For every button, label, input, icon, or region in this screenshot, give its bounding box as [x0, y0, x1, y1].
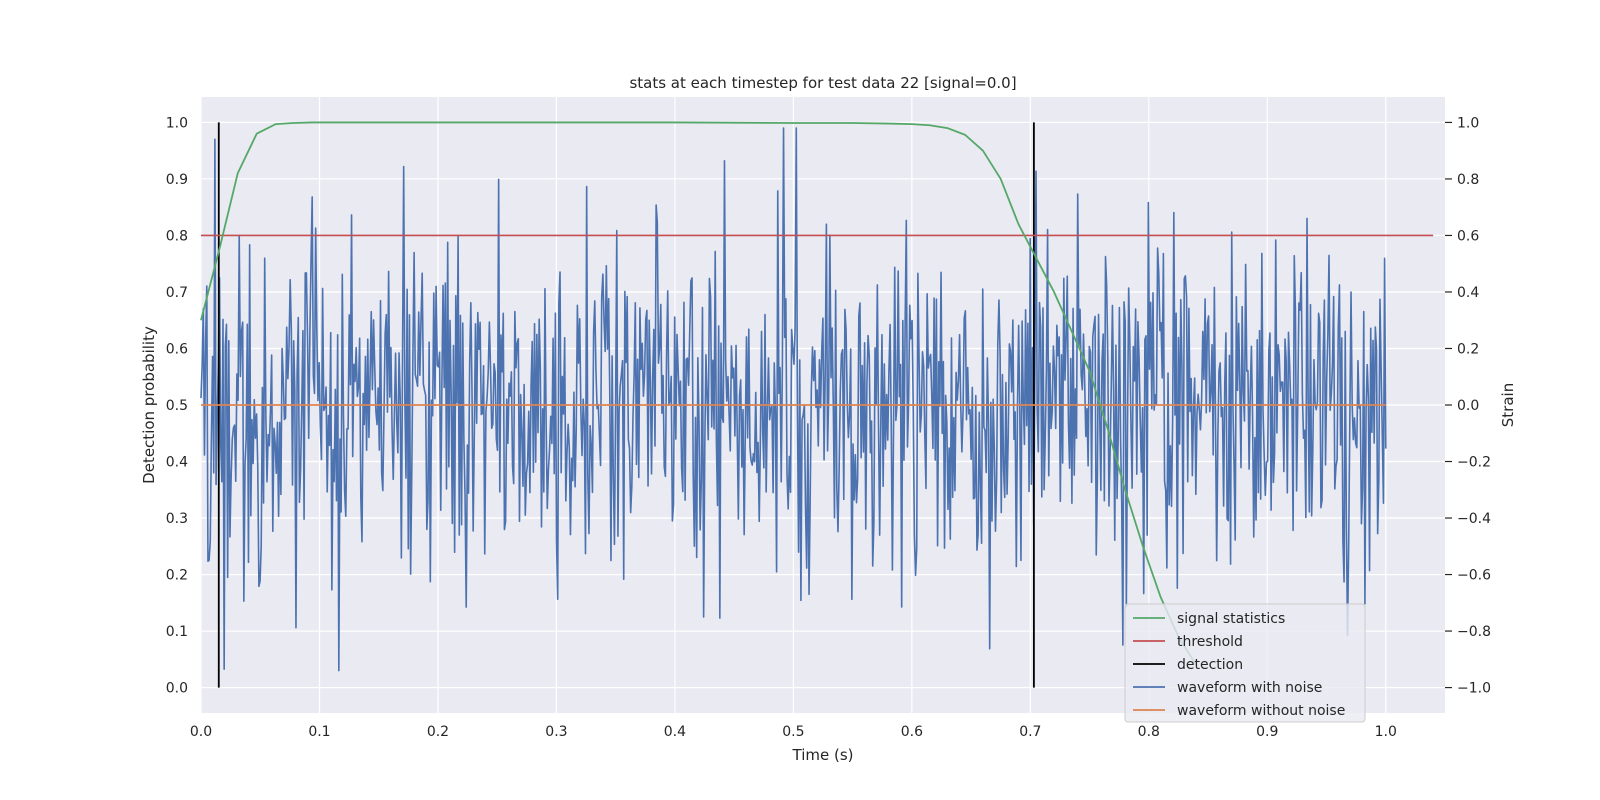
x-tick-label: 0.0: [190, 724, 212, 740]
y-tick-label-left: 0.2: [166, 568, 188, 584]
y-tick-label-right: −0.8: [1457, 624, 1491, 640]
y-tick-label-left: 0.4: [166, 455, 188, 471]
legend-label: detection: [1177, 657, 1243, 673]
x-tick-label: 0.3: [545, 724, 567, 740]
legend-label: threshold: [1177, 634, 1243, 650]
y-tick-label-left: 0.3: [166, 511, 188, 527]
x-tick-label: 0.1: [308, 724, 330, 740]
legend-label: waveform with noise: [1177, 680, 1322, 696]
y-tick-label-left: 1.0: [166, 115, 188, 131]
x-tick-label: 0.5: [782, 724, 804, 740]
y-tick-label-left: 0.0: [166, 681, 188, 697]
y-tick-label-right: 0.4: [1457, 285, 1479, 301]
y-tick-label-right: −1.0: [1457, 681, 1491, 697]
legend-frame: [1124, 603, 1366, 723]
x-tick-label: 0.8: [1138, 724, 1160, 740]
y-tick-label-right: 1.0: [1457, 115, 1479, 131]
y-tick-label-left: 0.6: [166, 341, 188, 357]
y-tick-label-right: 0.8: [1457, 172, 1479, 188]
y-axis-label-left: Detection probability: [140, 326, 158, 484]
y-tick-label-left: 0.8: [166, 228, 188, 244]
y-tick-label-right: 0.6: [1457, 228, 1479, 244]
y-tick-label-left: 0.5: [166, 398, 188, 414]
legend-label: waveform without noise: [1177, 703, 1345, 719]
y-tick-label-right: −0.4: [1457, 511, 1491, 527]
x-tick-label: 0.7: [1019, 724, 1041, 740]
series-signal-statistics: [200, 121, 1197, 666]
y-tick-label-right: −0.6: [1457, 568, 1491, 584]
series-waveform-with-noise: [200, 127, 1387, 672]
x-tick-label: 0.2: [427, 724, 449, 740]
y-tick-label-left: 0.7: [166, 285, 188, 301]
x-tick-label: 1.0: [1375, 724, 1397, 740]
x-tick-label: 0.6: [901, 724, 923, 740]
y-tick-label-left: 0.9: [166, 172, 188, 188]
legend-label: signal statistics: [1177, 611, 1285, 627]
y-tick-label-right: 0.2: [1457, 341, 1479, 357]
series-layer: [200, 121, 1434, 688]
axes-layer: 0.0 0.1 0.2 0.3 0.4 0.5 0.6 0.7 0.8 0.9 1.0 0.0 0.1 0…: [166, 115, 1491, 740]
y-tick-label-left: 0.1: [166, 624, 188, 640]
y-tick-label-right: −0.2: [1457, 455, 1491, 471]
x-tick-label: 0.9: [1256, 724, 1278, 740]
x-axis-label: Time (s): [792, 746, 854, 764]
x-tick-label: 0.4: [664, 724, 686, 740]
chart-title: stats at each timestep for test data 22 …: [629, 74, 1016, 92]
y-axis-label-right: Strain: [1499, 383, 1517, 427]
legend: signal statistics threshold detection wavef…: [1124, 603, 1366, 723]
y-tick-label-right: 0.0: [1457, 398, 1479, 414]
